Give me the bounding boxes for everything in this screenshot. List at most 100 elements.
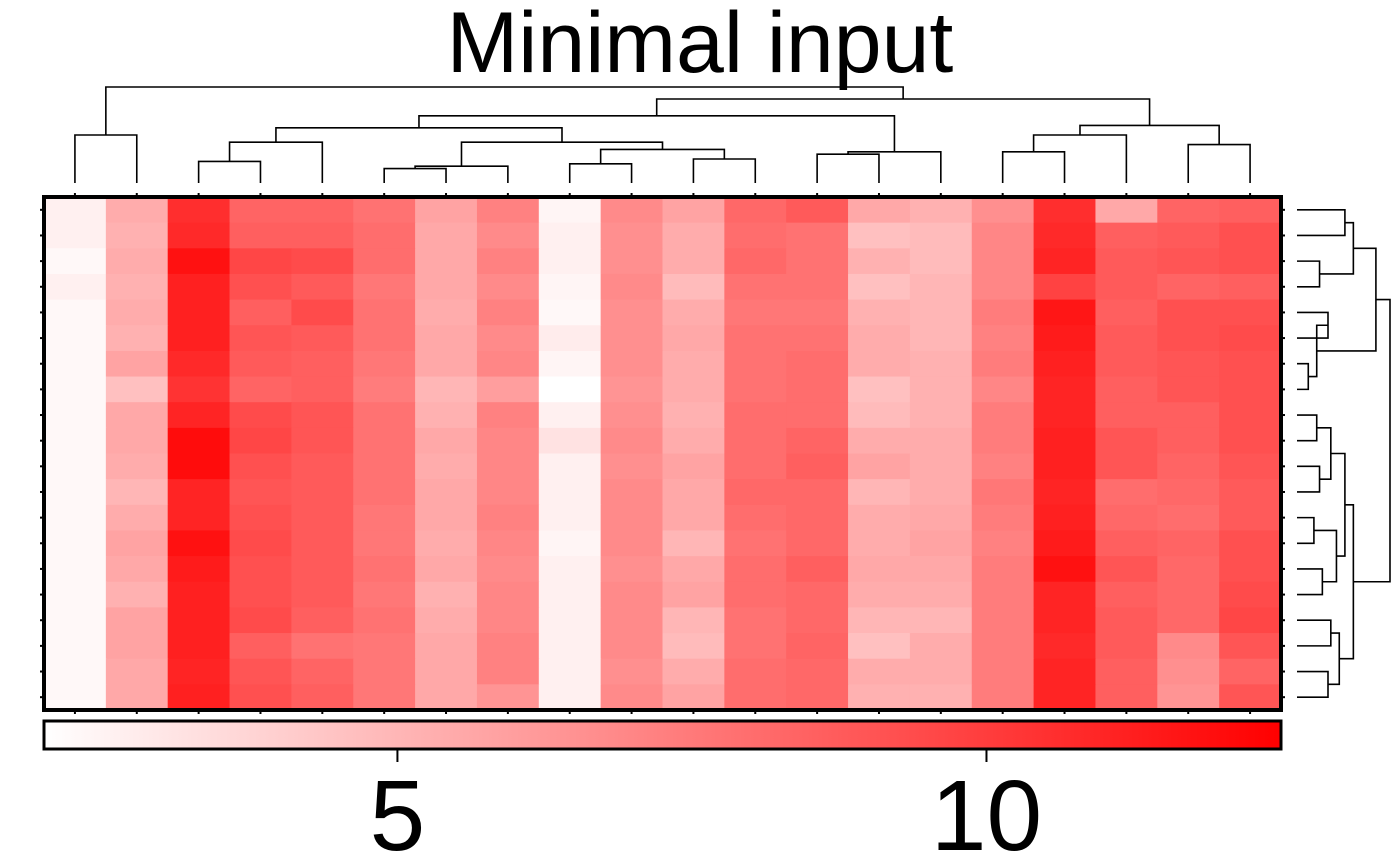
heatmap-cell <box>1157 248 1220 275</box>
heatmap-cell <box>105 504 169 532</box>
heatmap-cell <box>167 504 231 532</box>
heatmap-cell <box>909 607 973 634</box>
heatmap-cell <box>353 222 416 249</box>
heatmap-cell <box>786 248 849 275</box>
heatmap-cell <box>724 658 787 685</box>
heatmap-cell <box>724 376 787 403</box>
heatmap-cell <box>848 402 911 429</box>
heatmap-cell <box>971 633 1035 660</box>
column-dendrogram-branch <box>655 98 1151 126</box>
column-dendrogram-branch <box>275 127 563 143</box>
heatmap-cell <box>291 376 354 403</box>
heatmap-cell <box>848 427 911 455</box>
heatmap-cell <box>229 504 292 532</box>
heatmap-cell <box>1219 556 1282 583</box>
heatmap-cell <box>105 658 169 685</box>
heatmap-cell <box>291 530 354 557</box>
heatmap-cell <box>353 427 416 455</box>
heatmap-cell <box>353 607 416 634</box>
heatmap-cell <box>415 402 478 429</box>
heatmap-cell <box>848 453 911 480</box>
heatmap-cell <box>724 607 787 634</box>
column-dendrogram-branch <box>1187 143 1251 183</box>
heatmap-cell <box>229 427 292 455</box>
row-dendrogram-branch <box>1297 670 1329 698</box>
heatmap-cell <box>662 658 725 685</box>
heatmap-cell <box>229 658 292 685</box>
heatmap-cell <box>415 684 478 711</box>
heatmap-cell <box>229 248 292 275</box>
heatmap-cell <box>44 273 107 301</box>
heatmap-cell <box>848 376 911 403</box>
heatmap-cell <box>971 427 1035 455</box>
heatmap-cell <box>1219 402 1282 429</box>
heatmap-cell <box>662 299 725 326</box>
heatmap-cell <box>786 197 849 224</box>
heatmap-cell <box>724 325 787 352</box>
heatmap-cell <box>848 197 911 224</box>
heatmap-cells <box>44 197 1282 711</box>
heatmap-cell <box>229 581 292 608</box>
heatmap-cell <box>1095 325 1158 352</box>
heatmap-cell <box>167 299 231 326</box>
heatmap-cell <box>538 299 602 326</box>
heatmap-cell <box>600 556 664 583</box>
heatmap-cell <box>105 633 169 660</box>
heatmap-cell <box>786 325 849 352</box>
heatmap-cell <box>1033 248 1097 275</box>
heatmap-cell <box>105 350 169 378</box>
heatmap-cell <box>44 607 107 634</box>
heatmap-cell <box>229 273 292 301</box>
row-dendrogram-branch <box>1297 209 1346 237</box>
heatmap-cell <box>971 273 1035 301</box>
heatmap-cell <box>353 530 416 557</box>
row-dendrogram-branch <box>1297 414 1318 442</box>
heatmap-cell <box>600 273 664 301</box>
row-dendrogram-branch <box>1297 619 1332 647</box>
heatmap-cell <box>786 222 849 249</box>
heatmap-cell <box>786 684 849 711</box>
heatmap-cell <box>415 633 478 660</box>
heatmap-cell <box>291 479 354 506</box>
heatmap-cell <box>229 350 292 378</box>
heatmap-cell <box>662 350 725 378</box>
heatmap-cell <box>662 581 725 608</box>
heatmap-cell <box>1095 299 1158 326</box>
heatmap-cell <box>353 273 416 301</box>
heatmap-cell <box>1219 299 1282 326</box>
heatmap-cell <box>971 222 1035 249</box>
heatmap-cell <box>1095 658 1158 685</box>
heatmap-cell <box>476 633 540 660</box>
heatmap-cell <box>167 427 231 455</box>
column-dendrogram-branch <box>74 134 138 183</box>
heatmap-cell <box>44 530 107 557</box>
row-dendrogram-branch <box>1328 632 1341 686</box>
heatmap-cell <box>538 581 602 608</box>
heatmap-cell <box>44 427 107 455</box>
heatmap-cell <box>909 273 973 301</box>
heatmap-cell <box>1095 376 1158 403</box>
heatmap-cell <box>786 299 849 326</box>
column-dendrogram-branch <box>692 158 757 183</box>
heatmap-cell <box>1219 350 1282 378</box>
row-dendrogram-branch <box>1297 568 1324 596</box>
color-scale-tick-label: 10 <box>931 760 1042 866</box>
heatmap-cell <box>1219 427 1282 455</box>
heatmap-cell <box>848 273 911 301</box>
heatmap-cell <box>971 556 1035 583</box>
heatmap-cell <box>971 684 1035 711</box>
color-scale-tick-label: 5 <box>370 760 426 866</box>
heatmap-cell <box>229 325 292 352</box>
heatmap-cell <box>476 684 540 711</box>
heatmap-cell <box>44 197 107 224</box>
heatmap-cell <box>1033 273 1097 301</box>
heatmap-cell <box>1219 197 1282 224</box>
heatmap-cell <box>291 633 354 660</box>
heatmap-cell <box>44 504 107 532</box>
heatmap-cell <box>105 427 169 455</box>
heatmap-cell <box>724 504 787 532</box>
heatmap-cell <box>1157 427 1220 455</box>
heatmap-cell <box>971 376 1035 403</box>
heatmap-cell <box>167 633 231 660</box>
heatmap-cell <box>971 504 1035 532</box>
